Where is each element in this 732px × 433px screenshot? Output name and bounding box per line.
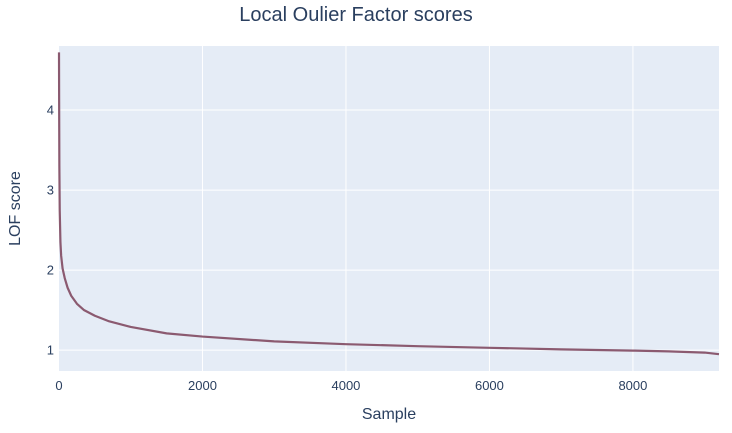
y-tick-label: 3 bbox=[47, 183, 54, 198]
y-tick-label: 1 bbox=[47, 343, 54, 358]
chart-title: Local Oulier Factor scores bbox=[239, 4, 472, 26]
x-axis-title: Sample bbox=[362, 406, 416, 423]
x-tick-label: 6000 bbox=[475, 378, 504, 393]
y-tick-label: 2 bbox=[47, 263, 54, 278]
y-axis-title: LOF score bbox=[7, 171, 24, 246]
y-tick-label: 4 bbox=[47, 103, 54, 118]
series-lines bbox=[57, 52, 720, 356]
x-tick-label: 4000 bbox=[331, 378, 360, 393]
tick-labels: 0 2000 4000 6000 8000 1 2 3 4 bbox=[47, 103, 648, 393]
x-tick-label: 2000 bbox=[188, 378, 217, 393]
gridlines bbox=[59, 46, 719, 371]
x-tick-label: 8000 bbox=[618, 378, 647, 393]
series-line-0 bbox=[57, 52, 720, 356]
plot-area bbox=[59, 46, 719, 371]
x-tick-label: 0 bbox=[55, 378, 62, 393]
